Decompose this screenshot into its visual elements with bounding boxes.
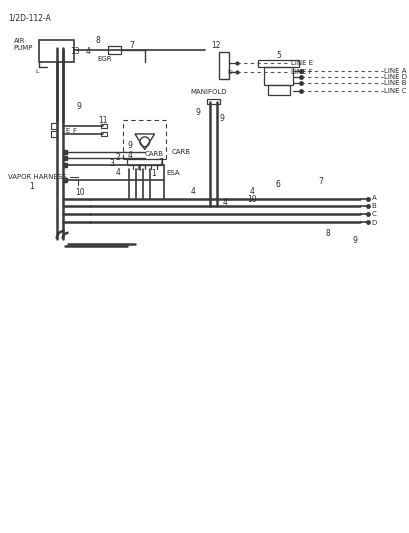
Text: 8: 8 (325, 229, 330, 238)
Bar (51, 131, 56, 137)
Text: 4: 4 (190, 187, 195, 196)
Text: 1: 1 (29, 182, 34, 191)
Text: 3: 3 (109, 159, 114, 168)
Bar (219, 52, 228, 79)
Text: EGR: EGR (98, 55, 112, 62)
Text: 9: 9 (127, 141, 132, 150)
Bar (101, 124, 106, 128)
Bar (258, 60, 299, 67)
Bar (263, 67, 293, 85)
Text: 11: 11 (98, 116, 107, 125)
Text: CARB: CARB (144, 151, 163, 157)
Text: 1/2D-112-A: 1/2D-112-A (8, 14, 51, 23)
Text: 10: 10 (247, 195, 256, 204)
Text: VAPOR HARNESS: VAPOR HARNESS (8, 174, 66, 180)
Text: 9: 9 (195, 108, 200, 117)
Text: L: L (35, 69, 38, 74)
Text: 4: 4 (86, 47, 91, 56)
Text: 4: 4 (222, 198, 227, 207)
Text: 7: 7 (317, 177, 322, 187)
Text: B: B (371, 203, 375, 209)
Text: 4: 4 (249, 187, 254, 196)
Text: CARB: CARB (171, 149, 190, 155)
Text: A: A (371, 195, 375, 200)
Text: 2: 2 (115, 153, 120, 162)
Text: 4: 4 (115, 167, 120, 176)
Text: 9: 9 (76, 102, 81, 111)
Text: ESA: ESA (166, 170, 180, 176)
Bar (267, 85, 289, 95)
Bar (207, 99, 220, 103)
Text: 12: 12 (211, 42, 220, 51)
Text: 10: 10 (75, 188, 85, 197)
Text: 7: 7 (129, 42, 134, 51)
Text: E: E (65, 128, 70, 134)
Text: 9: 9 (351, 236, 356, 245)
Bar (127, 159, 162, 165)
Text: 5: 5 (275, 51, 280, 60)
Text: 4: 4 (127, 151, 132, 160)
Bar (39, 40, 74, 61)
Text: 4: 4 (137, 164, 142, 173)
Text: MANIFOLD: MANIFOLD (190, 89, 227, 95)
Text: 1: 1 (151, 168, 156, 177)
Text: 8: 8 (96, 36, 100, 45)
Text: 9: 9 (219, 114, 223, 123)
Text: D: D (227, 70, 231, 75)
Text: LINE B: LINE B (384, 80, 406, 86)
Text: LINE A: LINE A (384, 68, 406, 74)
Text: LINE F: LINE F (290, 69, 312, 75)
Text: LINE D: LINE D (384, 74, 407, 80)
Text: D: D (371, 220, 376, 226)
Bar (101, 132, 106, 136)
Bar (51, 123, 56, 129)
Text: 13: 13 (70, 47, 80, 56)
Bar (107, 46, 121, 54)
Text: AIR
PUMP: AIR PUMP (13, 38, 33, 51)
Text: F: F (72, 128, 76, 134)
Text: C: C (371, 211, 375, 217)
Text: LINE E: LINE E (290, 61, 312, 67)
Text: 7: 7 (158, 158, 163, 167)
Text: LINE C: LINE C (384, 88, 406, 94)
Text: 6: 6 (275, 180, 280, 189)
